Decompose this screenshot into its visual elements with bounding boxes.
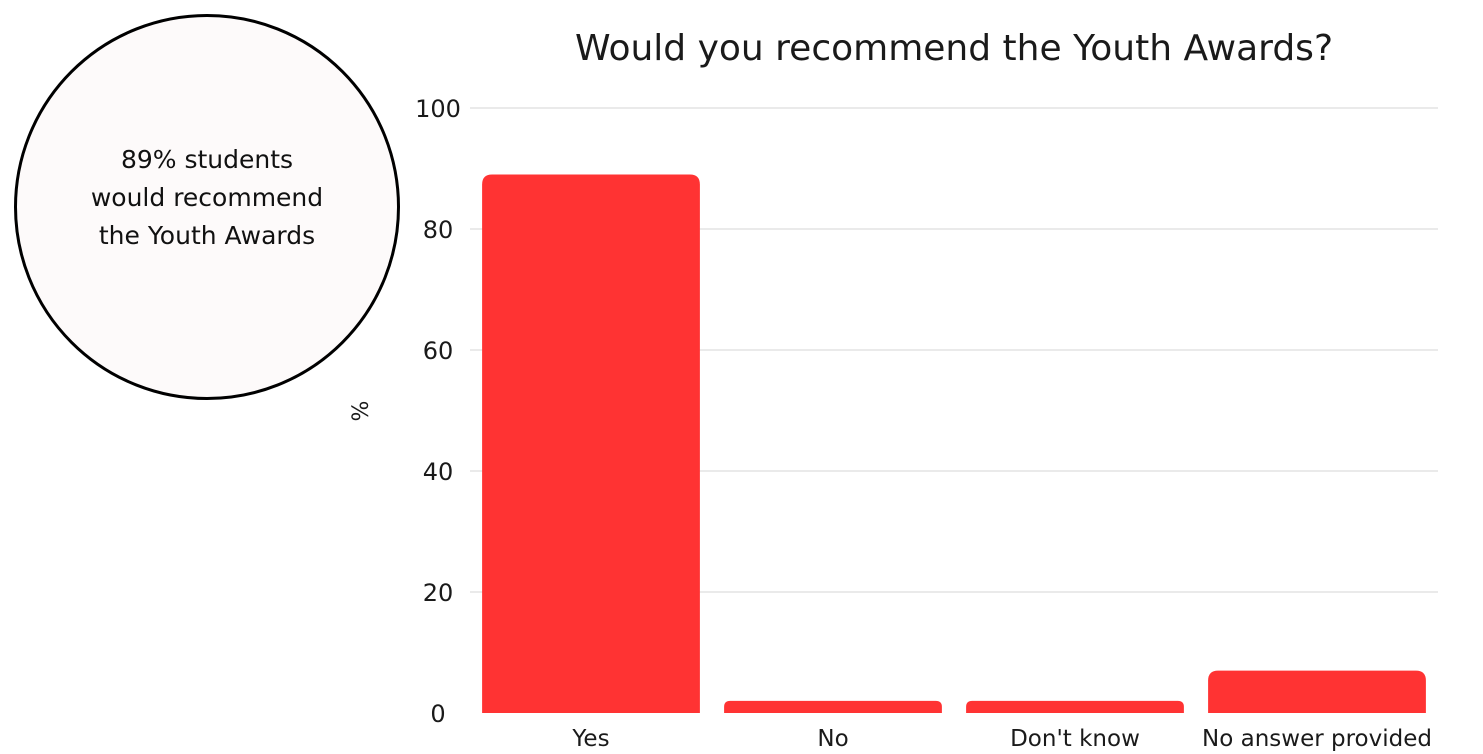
chart-title: Would you recommend the Youth Awards? <box>575 28 1333 69</box>
category-label-3: No answer provided <box>1202 726 1432 752</box>
y-tick-80: 80 <box>423 216 454 244</box>
bar-yes <box>482 174 700 714</box>
category-labels: Yes No Don't know No answer provided <box>571 726 1432 752</box>
bar-no-answer-provided <box>1208 670 1426 713</box>
callout-circle: 89% students would recommend the Youth A… <box>14 14 400 400</box>
bar-no <box>724 700 942 713</box>
bar-don-t-know <box>966 700 1184 713</box>
y-tick-0: 0 <box>430 700 445 728</box>
y-tick-60: 60 <box>423 337 454 365</box>
category-label-1: No <box>817 726 848 752</box>
y-tick-labels: 0 20 40 60 80 100 <box>415 95 461 728</box>
y-tick-20: 20 <box>423 579 454 607</box>
bars <box>482 174 1426 714</box>
y-tick-40: 40 <box>423 458 454 486</box>
y-tick-100: 100 <box>415 95 461 123</box>
category-label-0: Yes <box>571 726 609 752</box>
y-axis-label: % <box>349 401 374 422</box>
callout-text: 89% students would recommend the Youth A… <box>90 145 324 250</box>
category-label-2: Don't know <box>1010 726 1140 752</box>
